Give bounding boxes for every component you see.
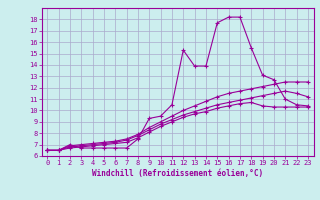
X-axis label: Windchill (Refroidissement éolien,°C): Windchill (Refroidissement éolien,°C) xyxy=(92,169,263,178)
